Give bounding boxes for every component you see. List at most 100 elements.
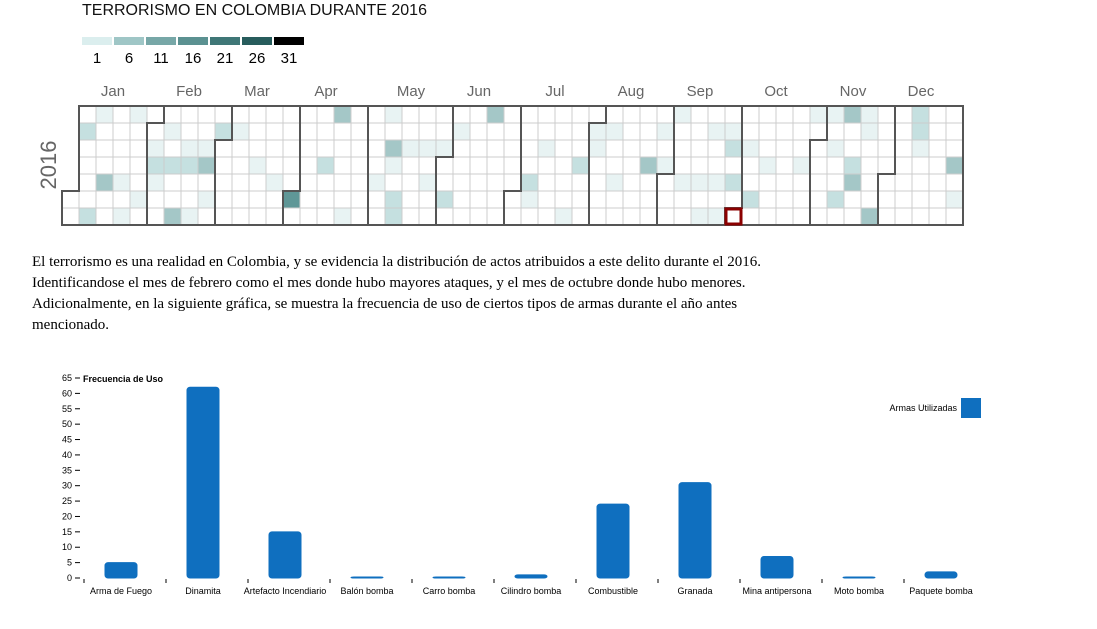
calendar-day-cell (146, 156, 165, 175)
calendar-day-cell (622, 122, 641, 141)
calendar-day-cell (333, 105, 352, 124)
calendar-day-cell (112, 156, 131, 175)
calendar-day-cell (775, 122, 794, 141)
calendar-day-cell (537, 122, 556, 141)
calendar-day-cell (605, 122, 624, 141)
legend-swatch (961, 398, 981, 418)
calendar-day-cell (435, 207, 454, 226)
calendar-day-cell (299, 122, 318, 141)
y-tick-label: 35 (62, 465, 72, 475)
calendar-day-cell (520, 122, 539, 141)
calendar-day-cell (622, 190, 641, 209)
calendar-day-cell (758, 139, 777, 158)
calendar-day-cell (588, 122, 607, 141)
calendar-day-cell (724, 190, 743, 209)
calendar-day-cell (316, 207, 335, 226)
calendar-day-cell (877, 207, 896, 226)
calendar-day-cell (826, 190, 845, 209)
calendar-day-cell (350, 207, 369, 226)
calendar-day-cell (656, 139, 675, 158)
calendar-legend: 1 6 11 16 21 26 31 (82, 37, 304, 67)
calendar-day-cell (639, 139, 658, 158)
calendar-day-cell (877, 105, 896, 124)
calendar-day-cell (707, 122, 726, 141)
calendar-day-cell (197, 173, 216, 192)
calendar-day-cell (724, 122, 743, 141)
calendar-day-cell (180, 190, 199, 209)
calendar-day-cell (945, 139, 964, 158)
month-label: Mar (244, 83, 270, 100)
description-line: Adicionalmente, en la siguiente gráfica,… (32, 296, 738, 312)
calendar-day-cell (146, 122, 165, 141)
y-tick-label: 40 (62, 450, 72, 460)
description-line: Identificandose el mes de febrero como e… (32, 275, 746, 291)
calendar-day-cell (503, 156, 522, 175)
calendar-day-cell (435, 105, 454, 124)
calendar-day-cell (282, 156, 301, 175)
calendar-day-cell (384, 122, 403, 141)
calendar-day-cell (231, 190, 250, 209)
calendar-day-cell (197, 122, 216, 141)
calendar-day-cell (180, 207, 199, 226)
legend-tick-label: 6 (125, 50, 133, 67)
calendar-day-cell (197, 190, 216, 209)
calendar-day-cell (792, 190, 811, 209)
calendar-day-cell (146, 173, 165, 192)
y-tick-label: 25 (62, 496, 72, 506)
calendar-day-cell (656, 122, 675, 141)
calendar-day-cell (401, 139, 420, 158)
calendar-day-cell (435, 173, 454, 192)
calendar-day-cell (537, 190, 556, 209)
calendar-day-cell (95, 190, 114, 209)
calendar-day-cell (180, 173, 199, 192)
month-label: Apr (314, 83, 337, 100)
calendar-day-cell (673, 190, 692, 209)
weapons-bar-chart: Frecuencia de Uso Armas Utilizadas 0 5 10 1… (62, 373, 981, 596)
bar (760, 555, 794, 579)
calendar-day-cell (384, 173, 403, 192)
y-tick-label: 65 (62, 373, 72, 383)
calendar-day-cell (163, 207, 182, 226)
calendar-day-cell (690, 156, 709, 175)
calendar-day-cell (350, 173, 369, 192)
y-tick-label: 55 (62, 404, 72, 414)
calendar-day-cell (639, 207, 658, 226)
calendar-day-cell (503, 105, 522, 124)
calendar-day-cell (401, 207, 420, 226)
calendar-day-cell (163, 105, 182, 124)
calendar-day-cell (248, 190, 267, 209)
calendar-day-cell (843, 207, 862, 226)
calendar-day-cell (384, 190, 403, 209)
calendar-day-cell (248, 173, 267, 192)
calendar-day-cell (452, 105, 471, 124)
calendar-day-cell (741, 105, 760, 124)
calendar-day-cell (605, 139, 624, 158)
legend-swatch (82, 37, 112, 45)
month-label: Nov (840, 83, 867, 100)
calendar-day-cell (265, 173, 284, 192)
calendar-day-cell (231, 173, 250, 192)
calendar-day-cell (163, 122, 182, 141)
month-label: Jul (545, 83, 564, 100)
calendar-day-cell (469, 139, 488, 158)
calendar-day-cell (146, 190, 165, 209)
calendar-day-cell (248, 122, 267, 141)
calendar-day-cell (503, 207, 522, 226)
calendar-day-cell (843, 173, 862, 192)
calendar-day-cell (707, 156, 726, 175)
calendar-day-cell (588, 190, 607, 209)
legend-swatch (274, 37, 304, 45)
calendar-day-cell (486, 156, 505, 175)
month-label: Sep (687, 83, 714, 100)
calendar-day-cell (792, 122, 811, 141)
calendar-day-cell (639, 122, 658, 141)
calendar-day-cell (469, 173, 488, 192)
calendar-day-cell (418, 190, 437, 209)
calendar-day-cell (860, 207, 879, 226)
calendar-day-cell (78, 122, 97, 141)
calendar-day-cell (180, 122, 199, 141)
calendar-day-cell (299, 139, 318, 158)
calendar-day-cell (95, 173, 114, 192)
calendar-day-cell (622, 173, 641, 192)
calendar-day-cell (554, 156, 573, 175)
